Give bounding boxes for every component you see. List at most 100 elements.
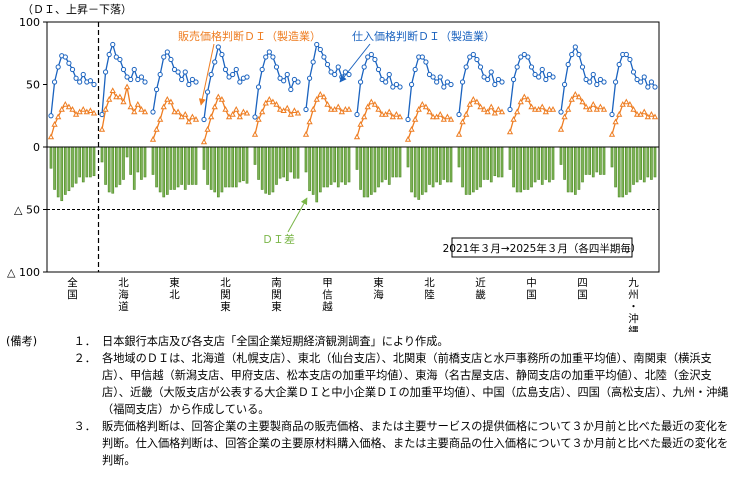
input-price-marker — [368, 51, 374, 58]
input-price-marker — [587, 79, 593, 85]
di-diff-bar — [333, 146, 337, 183]
output-price-marker — [141, 108, 149, 115]
di-diff-bar — [486, 146, 490, 180]
output-price-marker — [320, 93, 328, 100]
input-price-marker — [430, 74, 436, 80]
x-axis-label-char: 陸 — [424, 288, 435, 301]
di-diff-bar — [107, 146, 111, 193]
input-price-marker — [252, 114, 258, 120]
input-price-marker — [539, 66, 545, 73]
output-price-marker — [171, 108, 178, 115]
di-diff-bar — [285, 146, 289, 182]
input-price-marker — [186, 81, 192, 88]
output-price-marker — [138, 106, 145, 112]
output-price-marker — [608, 131, 616, 137]
di-diff-bar — [125, 146, 129, 158]
x-axis-label-char: 近 — [475, 276, 486, 289]
input-price-marker — [576, 51, 582, 58]
di-diff-bar — [158, 146, 162, 193]
input-price-marker — [579, 64, 586, 70]
di-diff-bar — [431, 146, 435, 188]
input-price-marker — [233, 66, 239, 73]
output-price-marker — [47, 133, 55, 140]
input-price-marker — [652, 84, 658, 90]
di-diff-bar — [67, 146, 71, 192]
plot-frame — [46, 21, 660, 273]
input-price-marker — [335, 64, 341, 70]
output-price-marker — [266, 96, 273, 102]
input-price-marker — [91, 81, 97, 88]
legend-input-price-label: 仕入価格判断ＤＩ（製造業） — [352, 29, 495, 43]
input-price-marker — [284, 71, 290, 78]
output-price-marker — [164, 96, 171, 102]
output-price-marker — [528, 103, 535, 110]
output-price-marker — [463, 111, 470, 117]
output-price-marker — [243, 109, 251, 116]
output-price-marker — [317, 91, 324, 97]
output-price-marker — [291, 107, 298, 114]
di-diff-bar — [238, 146, 242, 183]
output-price-marker — [310, 106, 317, 112]
output-price-marker — [524, 96, 532, 102]
di-diff-bar — [413, 146, 417, 198]
di-diff-bar — [614, 146, 617, 188]
input-price-line — [356, 53, 401, 115]
x-axis-label-region: 全国 — [67, 276, 78, 301]
input-price-line — [254, 50, 299, 118]
di-diff-bar — [566, 146, 570, 193]
di-diff-bar — [111, 146, 115, 194]
output-price-marker — [229, 111, 236, 117]
di-diff-bar — [336, 146, 340, 188]
output-price-marker — [630, 106, 637, 112]
x-axis-label-region: 中国 — [526, 276, 537, 301]
output-price-marker — [531, 106, 539, 112]
input-price-marker — [303, 106, 309, 113]
input-price-marker — [609, 111, 615, 118]
di-diff-bar — [461, 146, 464, 188]
di-diff-bar — [100, 146, 104, 163]
input-price-marker — [321, 54, 327, 60]
y-tick-label: 100 — [19, 16, 40, 29]
output-price-marker — [174, 108, 182, 115]
di-diff-bar — [267, 146, 271, 195]
di-diff-bar — [206, 146, 209, 185]
di-diff-bar — [449, 146, 453, 183]
di-diff-bar — [296, 146, 300, 179]
input-price-marker — [346, 71, 352, 78]
output-price-marker — [353, 133, 361, 140]
y-tick-label: △ 50 — [14, 204, 40, 217]
output-price-line — [101, 86, 146, 130]
di-diff-bar — [122, 146, 125, 180]
di-diff-bar — [544, 146, 548, 180]
di-diff-bar — [165, 146, 169, 195]
di-diff-bar — [591, 146, 595, 178]
output-price-marker — [87, 107, 94, 114]
input-price-marker — [193, 79, 199, 85]
input-price-marker — [66, 60, 72, 66]
output-price-marker — [470, 96, 477, 102]
di-diff-bar — [602, 146, 606, 175]
output-price-marker — [294, 109, 302, 116]
y-axis-ticks: 100 50 0 △ 50 △ 100 — [7, 16, 47, 279]
input-price-marker — [168, 56, 174, 63]
output-price-marker — [251, 131, 259, 137]
output-price-marker — [167, 98, 175, 105]
output-price-marker — [466, 101, 473, 107]
di-diff-bar — [143, 146, 147, 178]
output-price-marker — [633, 111, 641, 117]
input-price-marker — [612, 79, 619, 85]
input-price-marker — [73, 75, 79, 81]
input-price-marker — [437, 74, 443, 80]
di-diff-bar — [326, 146, 329, 188]
di-diff-bar — [617, 146, 621, 198]
di-diff-bar — [253, 146, 257, 165]
input-price-marker — [295, 79, 301, 85]
note-text: 各地域のＤＩは、北海道（札幌支店）、東北（仙台支店）、北関東（前橋支店と水戸事務… — [102, 352, 729, 416]
output-price-marker — [415, 106, 422, 112]
output-price-marker — [149, 136, 157, 142]
x-axis-label-region: 北陸 — [424, 277, 435, 301]
di-diff-bar — [132, 146, 136, 190]
output-price-marker — [106, 96, 113, 102]
input-price-marker — [222, 66, 229, 73]
output-price-marker — [90, 109, 98, 116]
